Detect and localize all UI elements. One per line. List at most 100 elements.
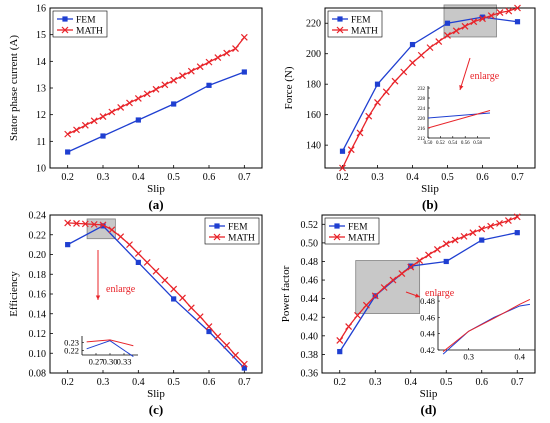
enlarge-arrowhead [415,293,420,298]
legend-marker [214,223,220,229]
inset-y-tick-label: 0.46 [420,312,435,322]
data-point-stroke [504,217,512,225]
data-point-stroke [240,360,248,368]
series-math [336,213,521,344]
series-math [64,219,248,368]
series-line [67,36,245,135]
inset-y-tick-label: 224 [418,107,426,112]
inset: 0.27 0.30 0.33 0.220.23 [64,336,138,367]
x-tick-label: 0.5 [167,377,180,388]
data-point [514,230,520,236]
inset-y-tick-label: 216 [418,127,426,132]
legend-label: MATH [76,27,103,37]
y-tick-label: 12 [36,110,46,121]
x-tick-label: 0.3 [371,172,384,183]
data-point [479,15,486,23]
legend-marker [61,26,69,34]
inset-x-tick-label: 0.52 [436,141,445,146]
legend-label: MATH [228,234,255,244]
data-point [223,49,231,57]
inset-x-tick-label: 0.50 [424,141,433,146]
chart-c: 0.2 0.3 0.4 0.5 0.6 0.7 0.08 0.10 0.12 0.14 0.16 0.… [8,211,263,417]
data-point [99,113,107,120]
enlarge-arrowhead [459,85,464,90]
inset-y-tick-label: 232 [418,87,426,92]
y-tick-label: 160 [306,110,321,121]
data-point [117,104,125,111]
data-point [371,292,379,300]
y-tick-label: 15 [36,30,46,41]
data-point [232,351,239,359]
inset-y-tick-label: 228 [418,97,426,102]
x-tick-label: 0.2 [61,377,74,388]
data-point [514,4,521,12]
data-point [416,257,424,264]
data-point [365,112,373,120]
y-tick-label: 13 [36,84,46,95]
y-tick-label: 0.46 [301,276,319,287]
y-tick-label: 180 [306,80,321,91]
data-point [496,219,503,227]
x-tick-label: 0.5 [441,172,454,183]
x-tick-label: 0.2 [61,172,74,183]
data-point [117,233,125,241]
inset-series-math [442,298,531,353]
data-point [232,45,239,52]
legend-marker [334,223,340,229]
data-point [400,68,408,76]
inset-x-tick-label: 0.4 [514,352,525,362]
x-tick-label: 0.4 [405,377,418,388]
y-tick-label: 0.08 [29,369,47,380]
data-point-stroke [354,311,361,319]
data-point [214,54,222,62]
y-tick-label: 11 [36,137,46,148]
data-point-stroke [365,112,373,120]
inset-series-fem [86,340,134,357]
data-point [196,63,204,71]
legend-marker [62,16,68,22]
data-point-stroke [134,94,142,102]
data-point-stroke [487,12,495,20]
data-point [241,365,247,371]
data-point [161,276,169,284]
data-point [425,251,432,259]
data-point [345,323,353,330]
data-point [170,285,178,293]
inset: 0.50 0.52 0.54 0.56 0.58 212 216 220 224 228 232 [418,86,491,146]
data-point-stroke [345,323,353,330]
data-point [362,301,370,309]
data-point-stroke [170,76,178,84]
data-point-stroke [514,4,521,12]
data-point [223,341,231,349]
data-point [433,245,441,253]
inset-series-fem [442,303,530,355]
data-point-stroke [161,276,169,284]
data-point [90,117,98,125]
data-point [196,313,204,321]
data-point [452,27,460,35]
inset-y-tick-label: 0.48 [420,296,435,306]
data-point [100,133,106,139]
data-point [90,220,98,228]
data-point [389,276,397,284]
data-point-stroke [81,220,89,228]
data-point [65,242,71,248]
data-point-stroke [179,72,186,80]
data-point [126,99,133,107]
x-axis-label: Slip [147,388,165,400]
data-point [108,108,116,116]
data-point [409,59,416,67]
data-point [73,219,80,227]
y-tick-label: 0.20 [29,250,47,261]
data-point-stroke [179,294,186,302]
y-tick-label: 0.16 [29,290,47,301]
data-point [426,44,434,52]
inset: 0.3 0.4 0.42 0.44 0.46 0.48 [420,295,535,362]
chart-b: 0.2 0.3 0.4 0.5 0.6 0.7 140 160 180 200 220 Slip For… [283,4,536,212]
data-point-stroke [435,38,443,45]
x-tick-label: 0.3 [369,377,382,388]
inset-x-tick-label: 0.56 [461,141,470,146]
